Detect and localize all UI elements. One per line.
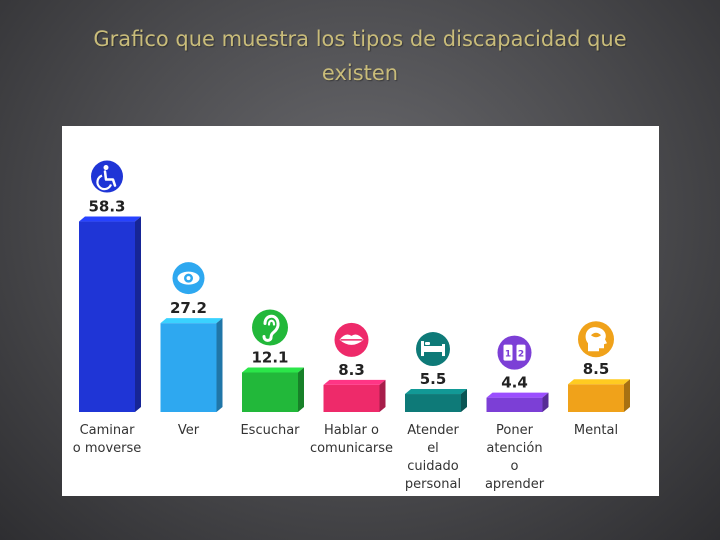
bar xyxy=(323,384,380,412)
bar-group: 58.3 Caminar o moverse xyxy=(73,160,142,456)
bar-group: 4.4 1 2 Poner atención o aprender xyxy=(485,335,549,492)
head-icon xyxy=(578,321,614,358)
bar xyxy=(486,397,543,412)
category-label: Poner atención o aprender xyxy=(485,423,545,492)
bar-top-face xyxy=(323,379,386,385)
slide-title: Grafico que muestra los tipos de discapa… xyxy=(93,27,627,85)
bar xyxy=(242,372,298,412)
bar xyxy=(568,384,624,412)
bar-top-face xyxy=(242,367,304,373)
bar-side-face xyxy=(135,216,141,412)
bed-icon xyxy=(416,332,450,367)
bar-side-face xyxy=(461,389,467,412)
bar-group: 12.1 Escuchar xyxy=(240,309,304,438)
bar-group: 8.3 Hablar o comunicarse xyxy=(310,322,393,456)
data-label: 27.2 xyxy=(170,299,207,317)
data-label: 12.1 xyxy=(251,348,288,366)
category-label: Hablar o comunicarse xyxy=(310,423,393,456)
eye-icon xyxy=(172,262,205,295)
svg-text:1: 1 xyxy=(505,350,511,360)
lips-icon xyxy=(334,322,369,357)
bar xyxy=(160,323,217,412)
chart-panel: 58.3 Caminar o moverse 27.2 Ver 12.1 Escuchar 8… xyxy=(62,126,659,496)
data-label: 4.4 xyxy=(501,374,528,392)
bar-side-face xyxy=(624,379,630,412)
wheelchair-icon xyxy=(91,160,123,193)
bar-chart: 58.3 Caminar o moverse 27.2 Ver 12.1 Escuchar 8… xyxy=(73,160,630,492)
category-label: Escuchar xyxy=(240,423,300,438)
bar-group: 27.2 Ver xyxy=(160,262,223,438)
category-label: Ver xyxy=(178,423,200,438)
bar-top-face xyxy=(79,216,141,222)
ear-icon xyxy=(252,309,288,346)
bar-side-face xyxy=(298,367,304,412)
bar-side-face xyxy=(542,392,549,412)
bar xyxy=(405,394,461,412)
data-label: 8.3 xyxy=(338,361,365,379)
data-label: 8.5 xyxy=(583,360,610,378)
svg-text:2: 2 xyxy=(518,350,524,360)
data-label: 5.5 xyxy=(420,370,447,388)
category-label: Mental xyxy=(574,423,618,438)
bar-side-face xyxy=(379,379,386,412)
category-label: Atender el cuidado personal xyxy=(405,423,461,492)
bar-top-face xyxy=(405,389,467,395)
bar-top-face xyxy=(486,392,549,398)
bar-group: 8.5 Mental xyxy=(568,321,630,438)
bar-group: 5.5 Atender el cuidado personal xyxy=(405,332,467,492)
bar-side-face xyxy=(216,318,223,412)
data-label: 58.3 xyxy=(88,198,125,216)
bar xyxy=(79,221,135,412)
bar-top-face xyxy=(160,318,223,324)
category-label: Caminar o moverse xyxy=(73,423,142,456)
bar-top-face xyxy=(568,379,630,385)
